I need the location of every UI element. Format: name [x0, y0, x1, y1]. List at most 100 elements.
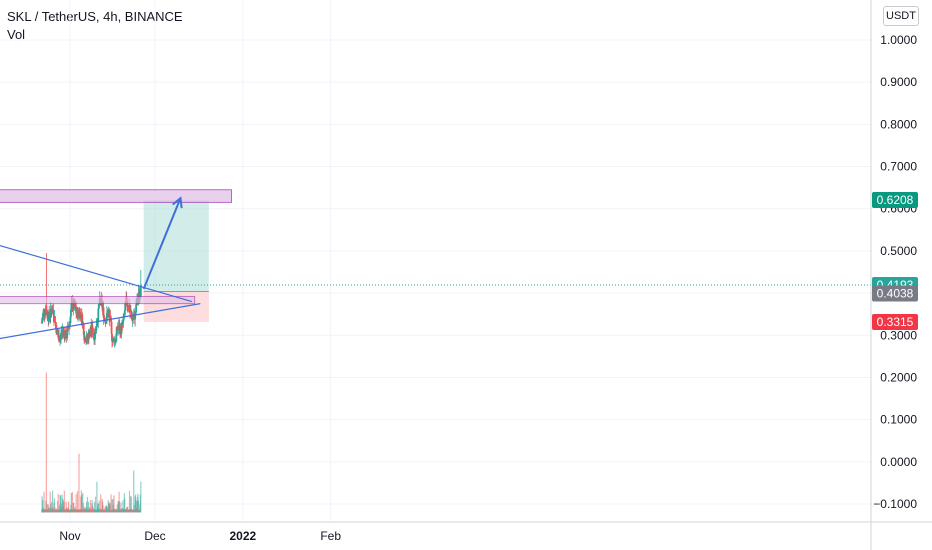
candle-body [85, 341, 87, 343]
projection-arrowhead [172, 196, 183, 209]
volume-bar [42, 500, 44, 513]
candle-body [40, 322, 43, 324]
candle-body [77, 311, 80, 313]
candle-body [52, 310, 55, 316]
triangle-upper-trendline [0, 244, 193, 303]
candle-body [81, 314, 84, 324]
candle-body [115, 334, 118, 342]
candle-body [58, 335, 61, 342]
candle-body [48, 313, 51, 317]
candle-body [77, 311, 79, 318]
y-tick-label: 1.0000 [880, 33, 917, 47]
volume-bar [53, 498, 56, 513]
candle-body [56, 329, 59, 332]
projection-arrow [142, 197, 182, 290]
resistance-zone [0, 189, 232, 203]
candle-body [55, 329, 58, 334]
volume-bar [98, 500, 100, 513]
candle-body [135, 304, 138, 306]
x-tick-label: 2022 [229, 529, 256, 543]
volume-bar [43, 491, 45, 513]
volume-bar [51, 490, 54, 513]
y-tick-label: 0.0000 [880, 455, 917, 469]
candle-body [103, 317, 106, 319]
candle-body [110, 321, 113, 335]
candle-body [105, 313, 108, 322]
candle-body [59, 339, 61, 342]
candle-body [73, 303, 76, 307]
candle-body [66, 331, 69, 339]
candle-body [123, 310, 126, 316]
candle-body [105, 321, 108, 324]
triangle-lower-trendline [0, 303, 201, 340]
candle-body [48, 312, 51, 314]
volume-bar [71, 492, 73, 513]
y-tick-label: 0.2000 [880, 370, 917, 384]
y-tick-label: −0.1000 [873, 497, 917, 511]
y-tick-label: 0.7000 [880, 160, 917, 174]
candle-body [97, 308, 100, 322]
volume-bar [46, 504, 48, 513]
long-position-target-zone [143, 199, 209, 292]
volume-bar [82, 492, 84, 513]
volume-bar [124, 498, 126, 513]
volume-bar [140, 481, 142, 513]
x-tick-label: Dec [144, 529, 165, 543]
candle-body [91, 326, 94, 334]
volume-bar [60, 503, 62, 513]
volume-bar [82, 502, 84, 513]
candle-body [107, 314, 110, 317]
candle-body [94, 332, 96, 339]
candle-body [112, 338, 114, 342]
candle-body [46, 312, 49, 318]
drawings-front[interactable] [0, 189, 871, 342]
candle-body [134, 315, 137, 320]
volume-bar [70, 493, 73, 513]
candle-body [61, 332, 63, 334]
volume-bar [129, 496, 132, 513]
price-badge-label: 0.6208 [877, 193, 914, 207]
candle-body [124, 303, 127, 311]
candle-body [85, 336, 88, 342]
candle-body [102, 307, 105, 318]
volume-bar [85, 501, 88, 513]
price-badge-label: 0.3315 [877, 315, 914, 329]
candle-body [116, 326, 119, 330]
candle-body [82, 324, 85, 335]
candle-body [66, 326, 69, 332]
price-badge-entry [872, 285, 918, 302]
candle-body [132, 319, 135, 320]
candle-body [96, 321, 99, 325]
candle-body [130, 311, 133, 315]
volume-bar [133, 470, 135, 513]
volume-bar [65, 501, 67, 513]
candle-body [130, 314, 133, 320]
volume-bar [49, 491, 51, 513]
volume-bar [133, 505, 135, 513]
volume-bar [50, 504, 52, 513]
candle-body [79, 313, 82, 318]
candle-body [70, 303, 73, 310]
price-badge-stop [872, 313, 918, 330]
x-tick-label: Feb [320, 529, 341, 543]
volume-bar [137, 500, 140, 513]
volume-bar [102, 505, 104, 513]
volume-bar [50, 501, 53, 513]
volume-bar [57, 493, 59, 513]
volume-bar [130, 496, 132, 513]
candle-body [59, 336, 62, 340]
candle-body [132, 316, 135, 320]
candle-body [50, 308, 53, 313]
candle-body [89, 330, 92, 332]
volume-bar [111, 499, 113, 513]
currency-button[interactable]: USDT [883, 6, 919, 26]
volume-bar [120, 502, 122, 513]
volume-bars [41, 372, 142, 513]
candle-body [106, 311, 109, 317]
y-tick-label: 0.1000 [880, 413, 917, 427]
candle-body [121, 323, 123, 328]
candle-body [54, 322, 57, 325]
candle-body [69, 316, 72, 324]
